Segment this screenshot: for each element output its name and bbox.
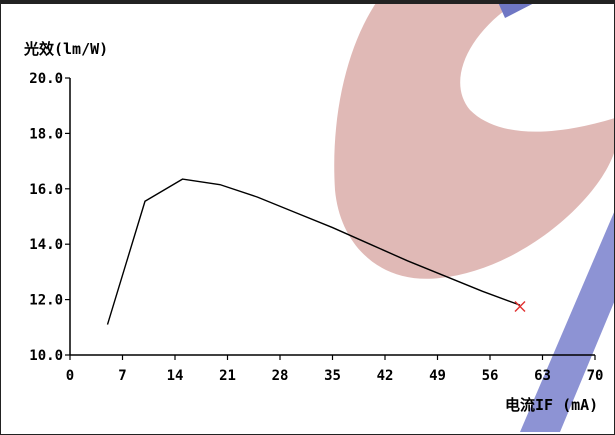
y-tick-label: 20.0 xyxy=(29,71,63,87)
x-tick-label: 49 xyxy=(429,368,446,384)
watermark-blue-stroke-right xyxy=(520,210,615,432)
x-tick-label: 70 xyxy=(587,368,604,384)
x-tick-label: 7 xyxy=(118,368,126,384)
x-tick-label: 35 xyxy=(324,368,341,384)
watermark-red-crescent xyxy=(334,0,615,279)
x-tick-label: 42 xyxy=(377,368,394,384)
x-tick-label: 56 xyxy=(482,368,499,384)
x-axis-label: 电流IF (mA) xyxy=(505,396,599,414)
x-tick-label: 28 xyxy=(272,368,289,384)
x-tick-label: 14 xyxy=(167,368,184,384)
end-marker xyxy=(514,301,526,313)
x-tick-label: 0 xyxy=(66,368,74,384)
x-axis-ticks: 0 7 14 21 28 35 42 49 56 63 70 xyxy=(66,355,604,384)
y-tick-label: 14.0 xyxy=(29,237,63,253)
x-tick-label: 21 xyxy=(219,368,236,384)
x-tick-label: 63 xyxy=(534,368,551,384)
series-line xyxy=(106,178,521,325)
series-group xyxy=(106,178,521,325)
y-axis-label: 光效(lm/W) xyxy=(24,40,109,58)
y-tick-label: 10.0 xyxy=(29,348,63,364)
y-tick-label: 16.0 xyxy=(29,182,63,198)
marker-x-stroke-2 xyxy=(514,301,526,313)
y-tick-label: 12.0 xyxy=(29,293,63,309)
axes xyxy=(69,78,595,356)
watermark-blue-stroke-top xyxy=(497,0,540,18)
y-tick-label: 18.0 xyxy=(29,126,63,142)
y-axis-ticks: 10.0 12.0 14.0 16.0 18.0 20.0 xyxy=(29,71,70,364)
